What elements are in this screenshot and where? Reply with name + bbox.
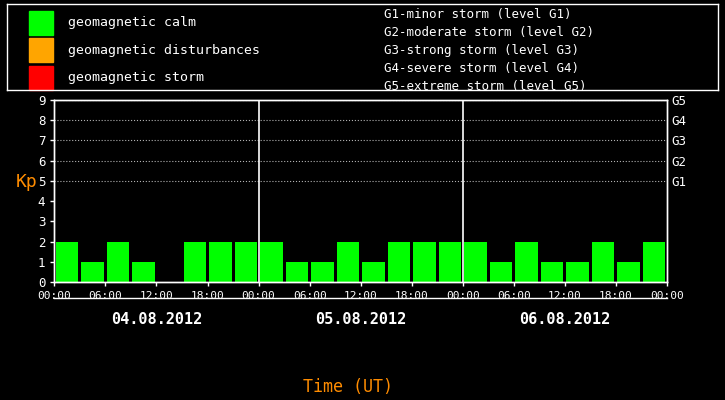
Text: G5-extreme storm (level G5): G5-extreme storm (level G5) (384, 80, 587, 93)
Bar (643, 242, 666, 282)
Text: G4-severe storm (level G4): G4-severe storm (level G4) (384, 62, 579, 75)
Bar (592, 242, 614, 282)
Bar (439, 242, 461, 282)
Bar (28, 38, 54, 62)
Bar (81, 262, 104, 282)
Text: 06.08.2012: 06.08.2012 (519, 312, 610, 328)
Text: G3-strong storm (level G3): G3-strong storm (level G3) (384, 44, 579, 57)
Text: geomagnetic disturbances: geomagnetic disturbances (67, 44, 260, 57)
Bar (618, 262, 640, 282)
Bar (28, 11, 54, 35)
Bar (566, 262, 589, 282)
Bar (286, 262, 308, 282)
Text: 04.08.2012: 04.08.2012 (111, 312, 202, 328)
Bar (28, 66, 54, 90)
Bar (336, 242, 359, 282)
Bar (235, 242, 257, 282)
Bar (413, 242, 436, 282)
Bar (56, 242, 78, 282)
Text: 05.08.2012: 05.08.2012 (315, 312, 406, 328)
Bar (260, 242, 283, 282)
Bar (490, 262, 513, 282)
Text: geomagnetic calm: geomagnetic calm (67, 16, 196, 30)
Y-axis label: Kp: Kp (16, 173, 38, 191)
Text: G1-minor storm (level G1): G1-minor storm (level G1) (384, 8, 571, 21)
Bar (183, 242, 206, 282)
Bar (464, 242, 486, 282)
Bar (107, 242, 130, 282)
Text: geomagnetic storm: geomagnetic storm (67, 72, 204, 84)
Bar (515, 242, 538, 282)
Text: Time (UT): Time (UT) (303, 378, 393, 396)
Bar (362, 262, 385, 282)
Bar (388, 242, 410, 282)
Bar (133, 262, 155, 282)
Bar (209, 242, 231, 282)
Bar (541, 262, 563, 282)
Text: G2-moderate storm (level G2): G2-moderate storm (level G2) (384, 26, 594, 39)
Bar (311, 262, 334, 282)
